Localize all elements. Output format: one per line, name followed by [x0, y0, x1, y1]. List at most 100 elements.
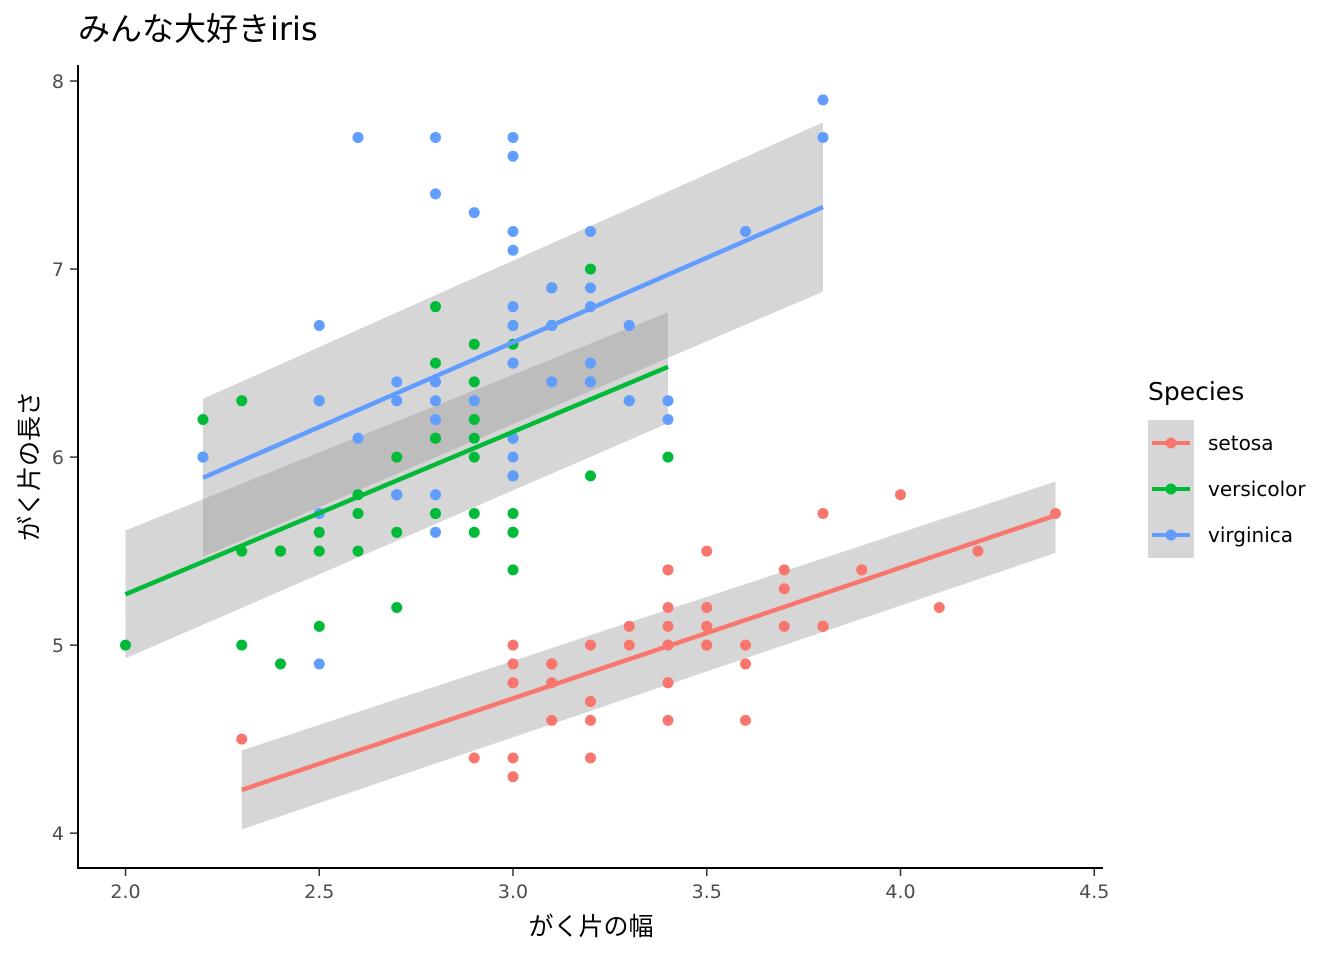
data-point-virginica [546, 376, 558, 388]
data-point-virginica [740, 225, 751, 237]
data-point-setosa [585, 752, 596, 764]
data-point-versicolor [391, 451, 403, 463]
data-point-versicolor [430, 357, 441, 369]
data-point-versicolor [468, 338, 480, 350]
data-point-setosa [507, 771, 519, 783]
legend-keys: setosa versicolor virginica [1148, 420, 1306, 558]
y-tick-label: 5 [52, 635, 64, 657]
data-point-versicolor [275, 545, 286, 557]
data-point-virginica [507, 451, 519, 463]
data-point-setosa [778, 583, 790, 595]
data-point-virginica [662, 395, 674, 407]
data-point-setosa [585, 714, 596, 726]
data-point-setosa [585, 639, 596, 651]
data-point-virginica [430, 489, 441, 501]
x-tick-label: 3.5 [692, 881, 722, 903]
data-point-versicolor [313, 545, 325, 557]
data-point-virginica [507, 319, 519, 331]
data-point-setosa [701, 545, 713, 557]
data-point-setosa [740, 639, 751, 651]
legend-key-point-setosa [1165, 437, 1177, 449]
data-point-versicolor [468, 508, 480, 520]
data-point-versicolor [352, 508, 364, 520]
y-tick-label: 7 [52, 259, 64, 281]
data-point-setosa [585, 696, 596, 708]
data-point-virginica [507, 432, 519, 444]
data-point-setosa [507, 639, 519, 651]
data-point-virginica [507, 225, 519, 237]
x-tick-label: 4.5 [1079, 881, 1109, 903]
legend-label-setosa: setosa [1208, 431, 1273, 455]
data-point-setosa [933, 602, 945, 614]
data-point-setosa [507, 752, 519, 764]
y-tick-label: 8 [52, 71, 64, 93]
regression-line-setosa [241, 513, 1057, 793]
data-point-virginica [585, 225, 596, 237]
data-point-setosa [662, 564, 674, 576]
data-point-virginica [468, 395, 480, 407]
data-point-virginica [507, 150, 519, 162]
data-point-setosa [740, 714, 751, 726]
data-point-virginica [430, 131, 441, 143]
data-point-virginica [391, 395, 403, 407]
data-point-setosa [507, 658, 519, 670]
data-point-setosa [662, 620, 674, 632]
data-point-setosa [740, 658, 751, 670]
data-point-setosa [662, 714, 674, 726]
chart-title: みんな大好きiris [78, 10, 318, 48]
data-point-versicolor [468, 451, 480, 463]
x-tick-label: 2.0 [110, 881, 140, 903]
plot-area [120, 94, 1061, 830]
data-point-virginica [313, 319, 325, 331]
data-point-setosa [623, 639, 635, 651]
data-point-virginica [430, 526, 441, 538]
data-point-versicolor [120, 639, 131, 651]
data-point-setosa [778, 620, 790, 632]
data-point-versicolor [585, 470, 596, 482]
data-point-versicolor [662, 451, 674, 463]
data-point-versicolor [391, 602, 403, 614]
x-axis-title: がく片の幅 [528, 912, 653, 941]
y-tick-label: 4 [52, 823, 64, 845]
data-point-setosa [468, 752, 480, 764]
x-tick-label: 3.0 [498, 881, 528, 903]
data-point-versicolor [468, 432, 480, 444]
data-point-virginica [430, 395, 441, 407]
data-point-versicolor [468, 376, 480, 388]
confidence-band-versicolor [125, 312, 668, 659]
legend-title: Species [1148, 377, 1244, 406]
y-axis-title: がく片の長さ [15, 391, 44, 541]
data-point-virginica [352, 432, 364, 444]
data-point-versicolor [236, 395, 248, 407]
confidence-band-setosa [241, 481, 1056, 830]
legend-key-point-virginica [1165, 529, 1177, 541]
data-point-virginica [585, 376, 596, 388]
regression-line-virginica [202, 204, 824, 480]
data-point-setosa [778, 564, 790, 576]
data-point-setosa [507, 677, 519, 689]
data-point-versicolor [430, 508, 441, 520]
data-point-versicolor [507, 526, 519, 538]
data-point-virginica [507, 131, 519, 143]
data-point-setosa [546, 714, 558, 726]
y-tick-label: 6 [52, 447, 64, 469]
data-point-setosa [546, 658, 558, 670]
data-point-versicolor [507, 508, 519, 520]
data-point-virginica [313, 658, 325, 670]
data-point-virginica [507, 301, 519, 313]
data-point-versicolor [236, 639, 248, 651]
data-point-virginica [817, 131, 829, 143]
axis-ticks: 2.0 2.5 3.0 3.5 4.0 4.5 4 5 6 7 8 [52, 71, 1109, 903]
data-point-versicolor [430, 432, 441, 444]
data-point-virginica [507, 357, 519, 369]
data-point-virginica [546, 282, 558, 294]
data-point-setosa [817, 508, 829, 520]
data-point-setosa [701, 602, 713, 614]
data-point-versicolor [507, 564, 519, 576]
data-point-setosa [895, 489, 906, 501]
data-point-virginica [391, 376, 403, 388]
data-point-virginica [507, 470, 519, 482]
data-point-virginica [352, 131, 364, 143]
data-point-setosa [972, 545, 984, 557]
